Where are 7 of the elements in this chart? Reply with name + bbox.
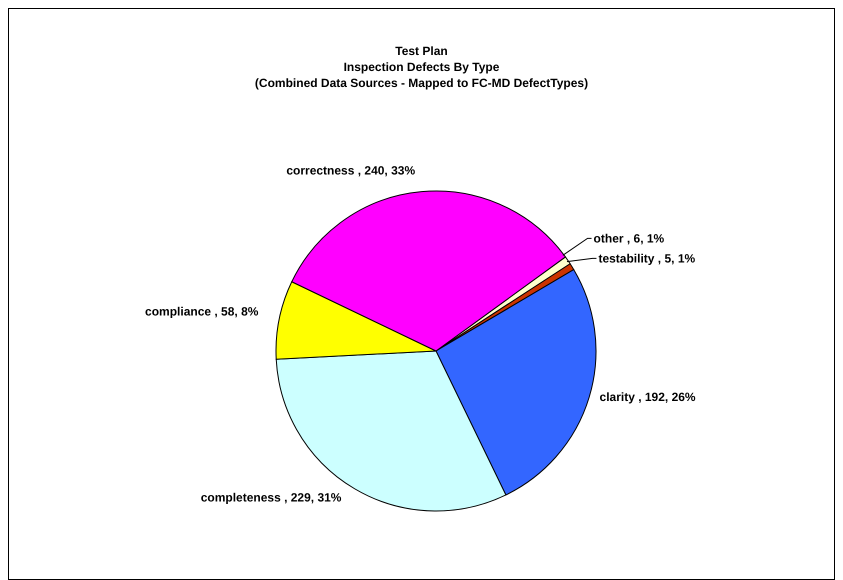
slice-label: correctness , 240, 33% [286,164,416,178]
slice-label: other , 6, 1% [594,231,665,246]
slice-label: compliance , 58, 8% [145,304,259,318]
slice-label: completeness , 229, 31% [200,490,342,505]
slice-label: clarity , 192, 26% [600,390,696,404]
slice-label: testability , 5, 1% [598,251,696,266]
chart-title: Test Plan Inspection Defects By Type (Combined Data Sources - Mapped to FC-MD DefectTypes) [254,43,590,91]
